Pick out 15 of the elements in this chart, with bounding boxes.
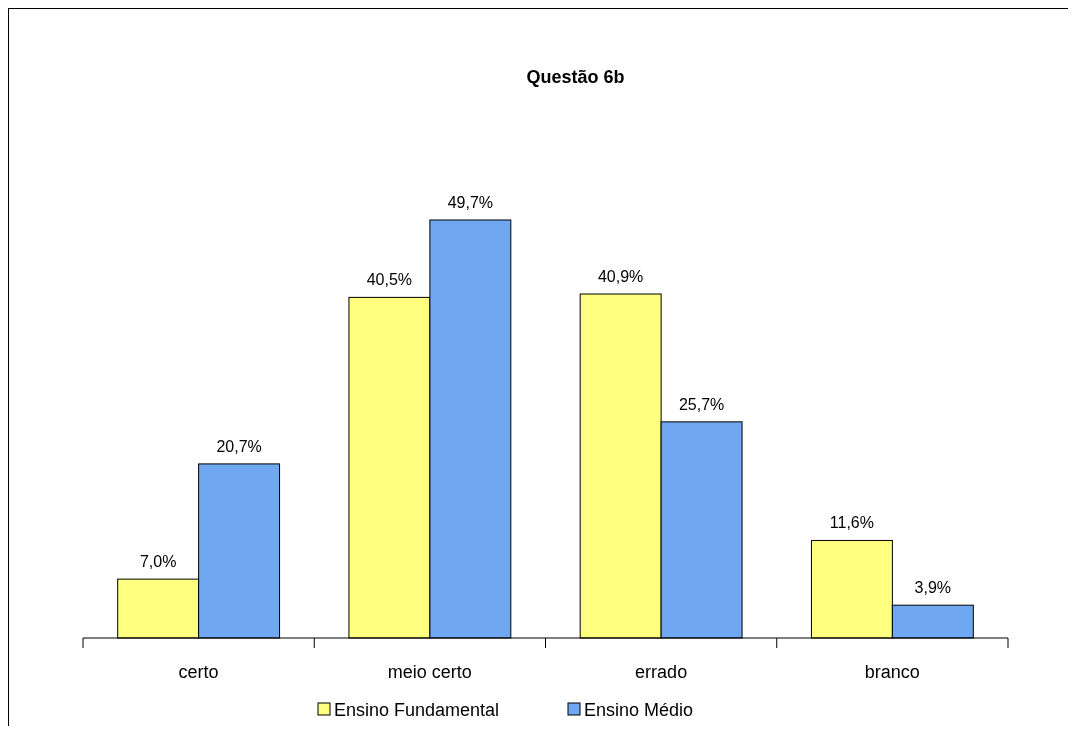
data-label: 40,9% [597,268,644,286]
data-label: 11,6% [829,514,874,532]
legend-label: Ensino Fundamental [334,700,500,720]
x-tick-label: branco [864,662,920,682]
data-label: 20,7% [216,437,262,455]
data-label: 3,9% [914,579,952,597]
data-label: 49,7% [447,194,494,211]
chart-title: Questão 6b [526,67,625,87]
data-label: 25,7% [678,395,725,413]
x-tick-label: certo [178,662,219,682]
x-tick-label: errado [635,662,688,682]
data-label: 40,5% [366,271,413,289]
x-tick-label: meio certo [387,662,472,682]
data-label: 7,0% [139,553,177,571]
legend-label: Ensino Médio [584,700,694,720]
